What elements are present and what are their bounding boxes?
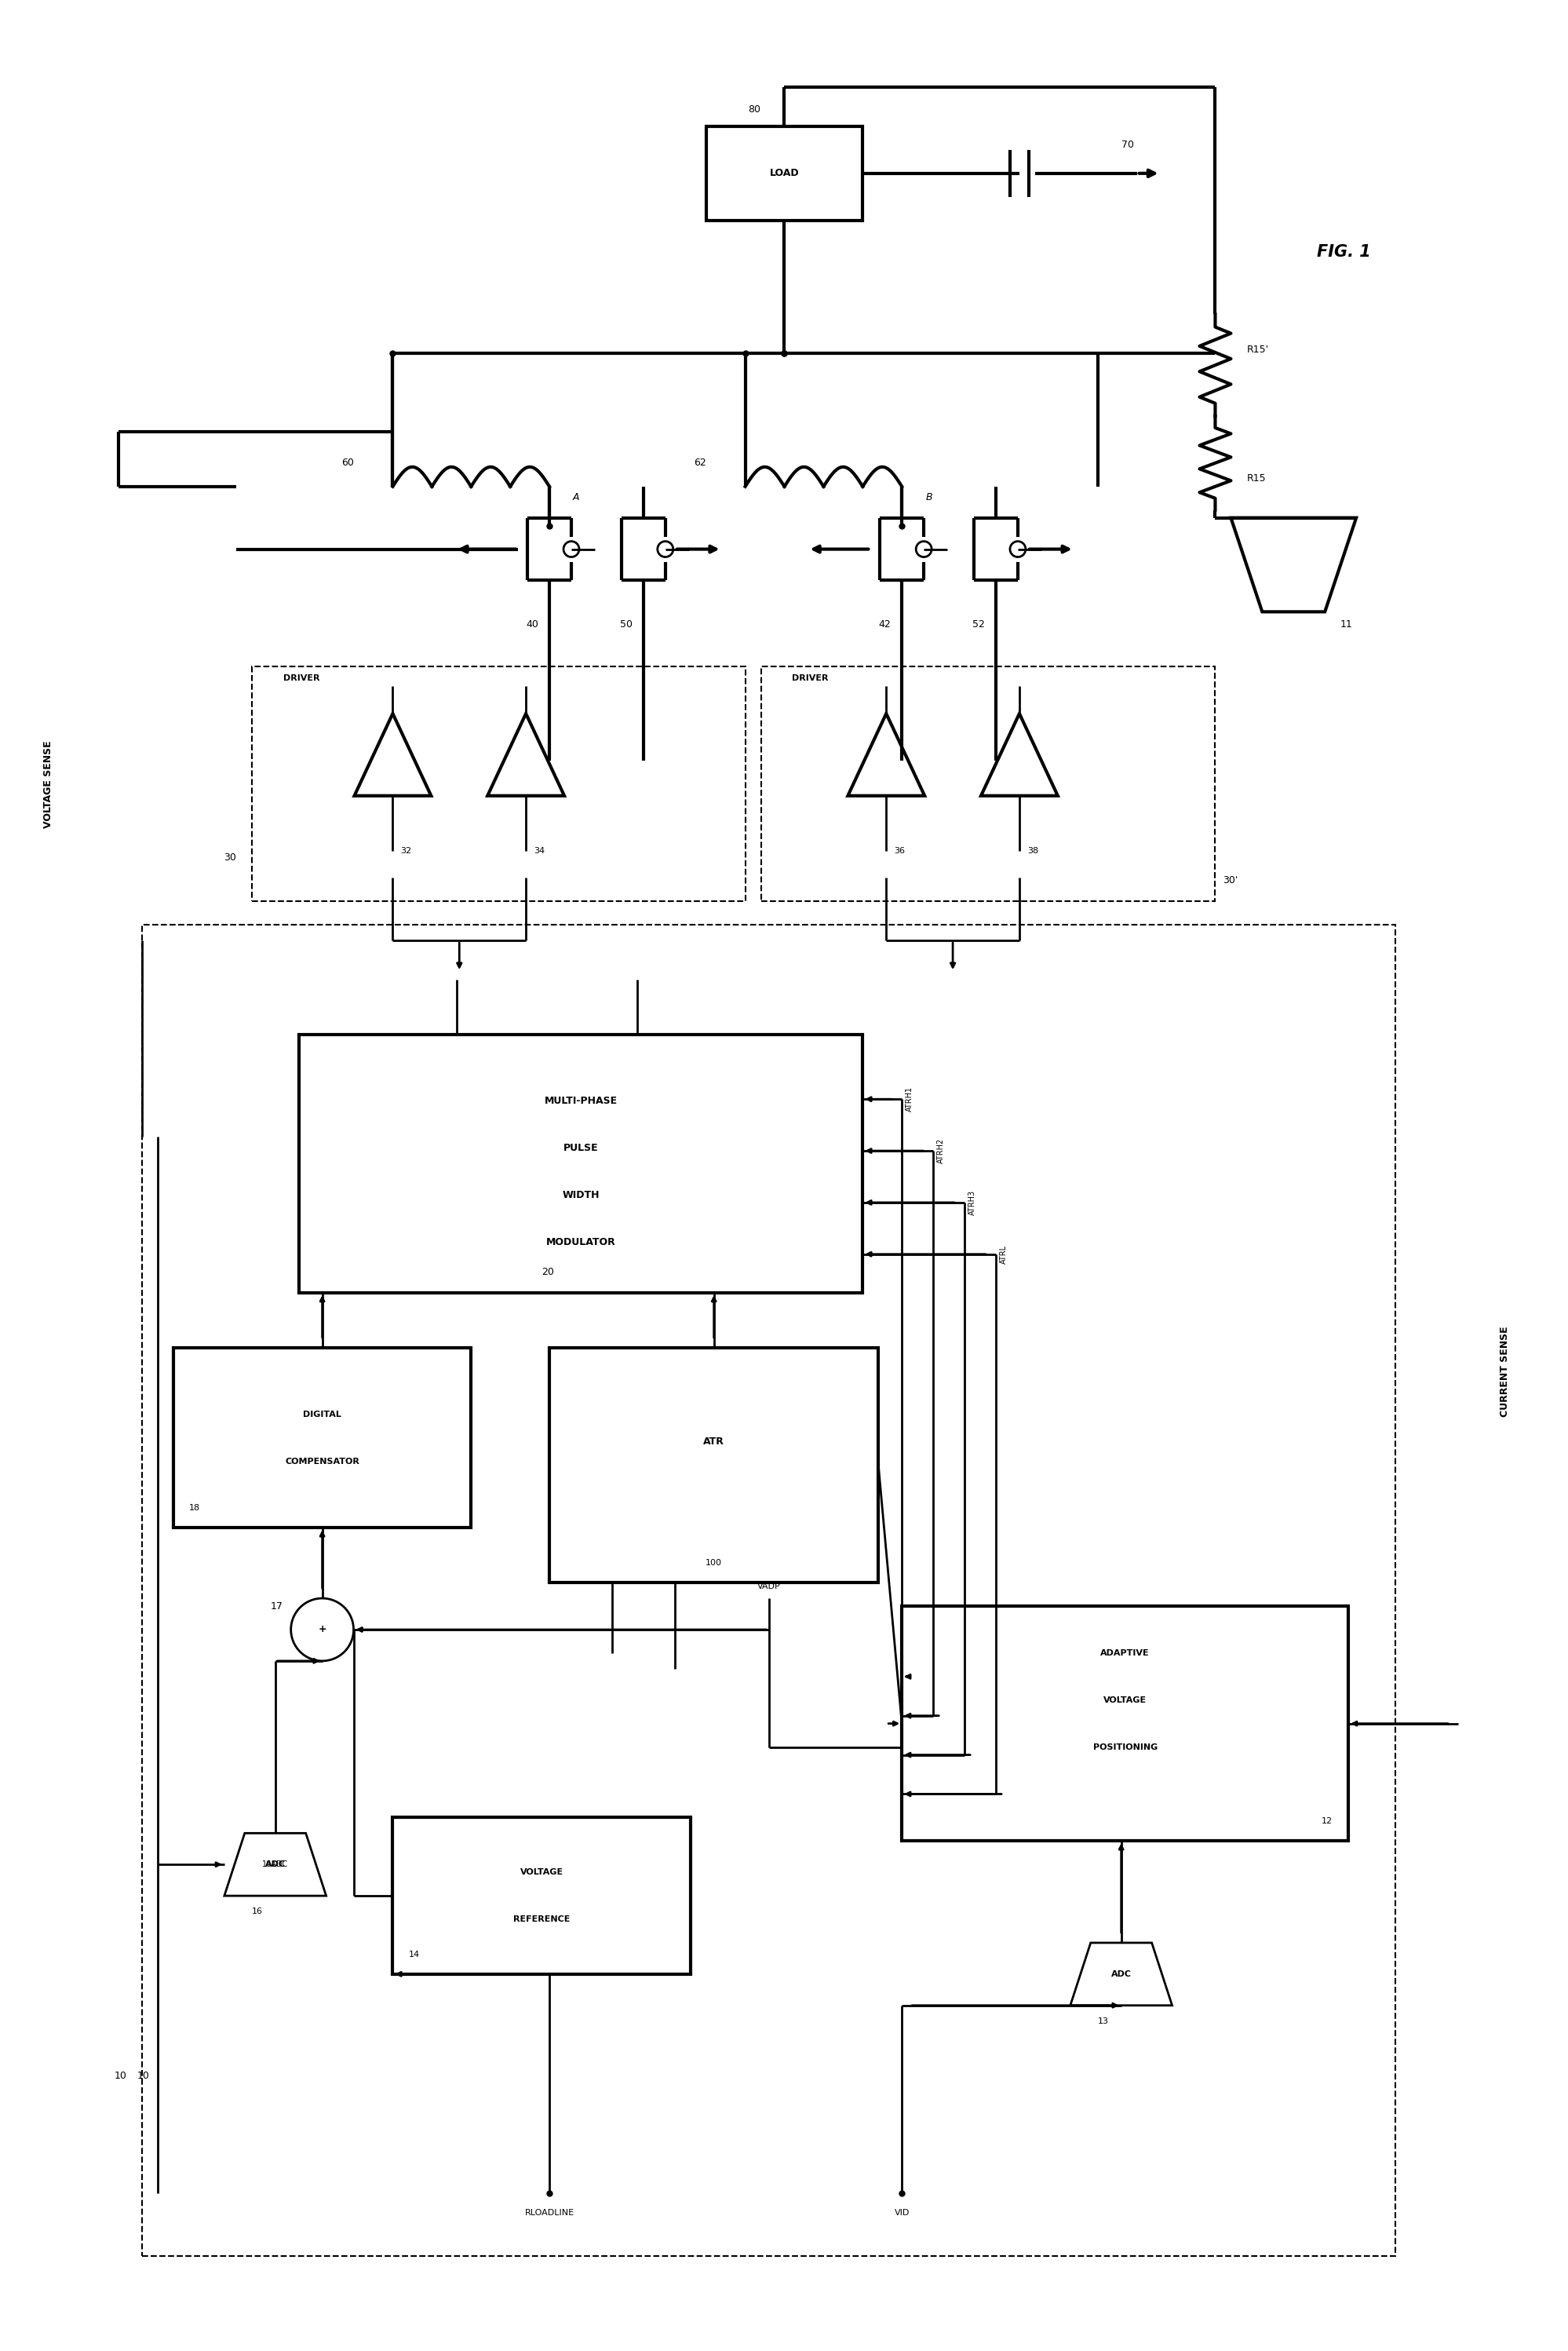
Text: 10: 10 xyxy=(138,2071,151,2081)
Text: ADAPTIVE: ADAPTIVE xyxy=(1101,1648,1149,1657)
Text: 12: 12 xyxy=(1320,1817,1333,1824)
Bar xyxy=(902,1606,1347,1841)
Text: ATRL: ATRL xyxy=(999,1244,1007,1262)
Text: DRIVER: DRIVER xyxy=(792,675,828,682)
Text: VOLTAGE SENSE: VOLTAGE SENSE xyxy=(42,741,53,828)
Bar xyxy=(549,1347,878,1582)
Text: PULSE: PULSE xyxy=(563,1143,597,1154)
Polygon shape xyxy=(224,1834,326,1895)
Text: ADC: ADC xyxy=(265,1860,285,1869)
Text: 17: 17 xyxy=(271,1601,282,1610)
Text: ADC: ADC xyxy=(1110,1970,1131,1977)
Text: DIGITAL: DIGITAL xyxy=(303,1411,342,1418)
Text: MULTI-PHASE: MULTI-PHASE xyxy=(544,1096,616,1107)
Text: REFERENCE: REFERENCE xyxy=(513,1916,569,1923)
Text: VOLTAGE: VOLTAGE xyxy=(519,1869,563,1876)
Text: 20: 20 xyxy=(541,1267,554,1277)
Text: VID: VID xyxy=(894,2210,909,2217)
Polygon shape xyxy=(1231,517,1355,611)
Text: 10: 10 xyxy=(114,2071,127,2081)
Text: ATRH3: ATRH3 xyxy=(967,1190,975,1215)
Polygon shape xyxy=(980,715,1057,795)
Text: 16ADC: 16ADC xyxy=(262,1860,289,1869)
Text: B: B xyxy=(925,491,931,503)
Polygon shape xyxy=(488,715,564,795)
Text: LOAD: LOAD xyxy=(770,169,798,179)
Text: MODULATOR: MODULATOR xyxy=(546,1237,615,1246)
Text: +: + xyxy=(318,1625,326,1634)
Polygon shape xyxy=(1069,1942,1171,2005)
Text: 18: 18 xyxy=(190,1505,201,1512)
Bar xyxy=(143,924,1394,2257)
Text: COMPENSATOR: COMPENSATOR xyxy=(285,1458,359,1465)
Text: 70: 70 xyxy=(1121,139,1134,150)
Bar xyxy=(251,668,745,900)
Text: 62: 62 xyxy=(693,458,706,468)
Text: ATRH2: ATRH2 xyxy=(936,1138,944,1164)
Text: ATRH1: ATRH1 xyxy=(905,1086,913,1112)
Bar xyxy=(760,668,1215,900)
Text: R15: R15 xyxy=(1247,473,1265,484)
Bar xyxy=(392,1817,690,1975)
Text: 32: 32 xyxy=(400,846,411,853)
Text: 16: 16 xyxy=(251,1907,262,1916)
Text: 80: 80 xyxy=(748,103,760,115)
Polygon shape xyxy=(847,715,924,795)
Text: WIDTH: WIDTH xyxy=(561,1190,599,1199)
Text: 42: 42 xyxy=(878,621,891,630)
Text: RLOADLINE: RLOADLINE xyxy=(524,2210,574,2217)
Text: 30': 30' xyxy=(1223,875,1237,886)
Text: 13: 13 xyxy=(1098,2017,1109,2024)
Text: CURRENT SENSE: CURRENT SENSE xyxy=(1499,1326,1510,1418)
Bar xyxy=(174,1347,470,1528)
Text: ATR: ATR xyxy=(702,1436,724,1446)
Text: 30: 30 xyxy=(224,851,235,863)
Text: 11: 11 xyxy=(1341,621,1352,630)
Text: DRIVER: DRIVER xyxy=(282,675,320,682)
Polygon shape xyxy=(354,715,431,795)
Text: FIG. 1: FIG. 1 xyxy=(1317,245,1370,259)
Text: 34: 34 xyxy=(533,846,544,853)
Text: POSITIONING: POSITIONING xyxy=(1093,1742,1157,1751)
Text: 36: 36 xyxy=(894,846,905,853)
Text: 38: 38 xyxy=(1027,846,1038,853)
Text: 100: 100 xyxy=(706,1559,721,1568)
Bar xyxy=(706,127,862,221)
Text: R15': R15' xyxy=(1247,343,1269,355)
Text: 60: 60 xyxy=(340,458,353,468)
Text: VOLTAGE: VOLTAGE xyxy=(1102,1695,1146,1704)
Bar xyxy=(298,1034,862,1293)
Text: A: A xyxy=(572,491,579,503)
Text: 40: 40 xyxy=(525,621,538,630)
Text: 14: 14 xyxy=(408,1951,419,1958)
Text: VADP: VADP xyxy=(757,1582,779,1592)
Text: 52: 52 xyxy=(972,621,985,630)
Text: 50: 50 xyxy=(619,621,632,630)
